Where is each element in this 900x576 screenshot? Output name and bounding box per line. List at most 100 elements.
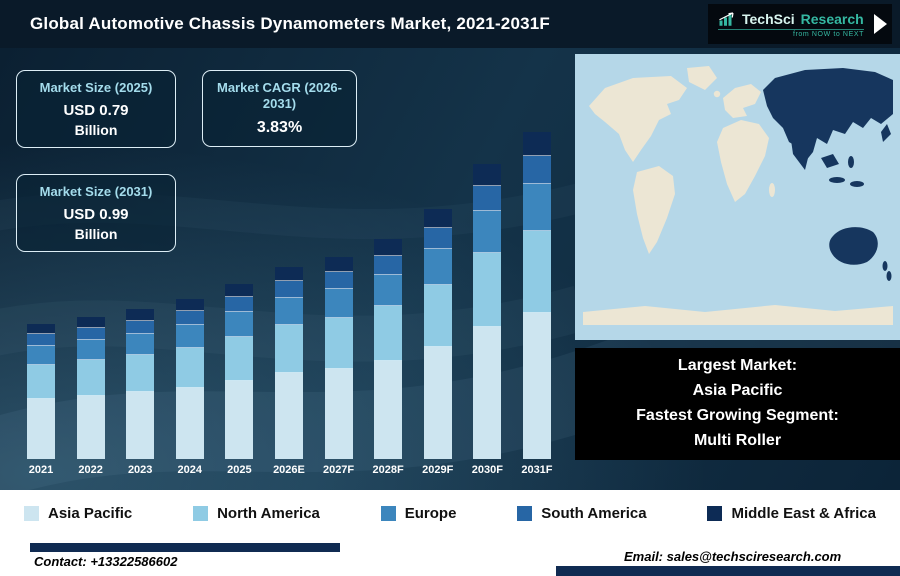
bar-segment-south-america — [76, 328, 105, 340]
bar-stack-2031f — [522, 132, 551, 459]
legend-item-south-america: South America — [517, 505, 647, 522]
legend-item-europe: Europe — [380, 504, 457, 522]
bar-column-2025: 2025 — [220, 284, 258, 476]
x-axis-label-2023: 2023 — [127, 464, 153, 476]
map-north-america — [589, 76, 687, 162]
bar-segment-europe — [274, 298, 303, 325]
x-axis-label-2028f: 2028F — [372, 464, 404, 476]
bar-segment-europe — [175, 325, 204, 348]
bar-column-2024: 2024 — [171, 299, 209, 476]
bar-segment-asia-pacific — [274, 373, 303, 459]
techsci-logo: TechSci Research from NOW to NEXT — [708, 4, 892, 44]
x-axis-label-2031f: 2031F — [521, 464, 553, 476]
bar-stack-2027f — [324, 257, 353, 459]
bar-column-2030f: 2030F — [468, 164, 506, 476]
map-asia-highlight — [763, 68, 893, 162]
map-africa — [717, 120, 769, 202]
x-axis-label-2021: 2021 — [28, 464, 54, 476]
bar-segment-europe — [522, 184, 551, 231]
bar-column-2021: 2021 — [22, 324, 60, 476]
bar-segment-middle-east-africa — [522, 132, 551, 156]
largest-market-callout: Largest Market: Asia Pacific Fastest Gro… — [575, 348, 900, 460]
world-map — [575, 54, 900, 340]
footer-contact: Contact: +13322586602 — [34, 554, 178, 569]
bar-segment-europe — [27, 346, 55, 365]
bar-column-2026e: 2026E — [270, 267, 308, 476]
legend-swatch-asia-pacific — [24, 505, 39, 521]
legend-label-middle-east-africa: Middle East & Africa — [731, 504, 876, 522]
bar-segment-asia-pacific — [473, 327, 502, 459]
market-size-2031-unit: Billion — [74, 226, 118, 243]
bar-segment-north-america — [473, 253, 502, 327]
map-greenland — [687, 66, 717, 90]
map-australia — [829, 227, 878, 265]
map-india-highlight — [791, 140, 811, 170]
map-philippines — [848, 156, 854, 168]
header: Global Automotive Chassis Dynamometers M… — [0, 0, 900, 48]
bar-stack-2022 — [76, 317, 105, 459]
bar-segment-south-america — [423, 228, 452, 249]
logo-brand-secondary: Research — [800, 10, 864, 27]
chart-canvas: Market Size (2025) USD 0.79 Billion Mark… — [0, 48, 900, 490]
x-axis-label-2022: 2022 — [78, 464, 103, 476]
bar-segment-middle-east-africa — [27, 324, 55, 334]
bar-segment-north-america — [374, 306, 403, 361]
bar-segment-asia-pacific — [175, 388, 204, 459]
market-size-2025-unit: Billion — [74, 122, 118, 139]
bar-segment-middle-east-africa — [126, 309, 155, 321]
bar-segment-middle-east-africa — [175, 299, 204, 311]
bar-segment-south-america — [175, 311, 204, 325]
x-axis-label-2029f: 2029F — [422, 464, 454, 476]
bar-segment-south-america — [225, 297, 254, 312]
legend-swatch-europe — [380, 505, 396, 521]
callout-line-1: Largest Market: — [677, 357, 798, 375]
bar-column-2028f: 2028F — [369, 239, 407, 476]
legend-swatch-middle-east-africa — [707, 505, 723, 521]
legend-label-europe: Europe — [404, 504, 457, 522]
market-size-2025-title: Market Size (2025) — [39, 80, 153, 95]
bar-segment-asia-pacific — [522, 313, 551, 459]
x-axis-label-2024: 2024 — [177, 464, 203, 476]
x-axis-label-2027f: 2027F — [322, 464, 355, 476]
bar-segment-south-america — [126, 321, 155, 334]
bar-segment-asia-pacific — [27, 399, 55, 459]
footer-right-bar — [556, 566, 900, 576]
logo-chart-icon — [719, 11, 734, 26]
bar-segment-asia-pacific — [76, 396, 105, 459]
x-axis-label-2030f: 2030F — [471, 464, 503, 476]
bar-segment-europe — [126, 334, 155, 355]
map-se-asia-highlight — [821, 154, 839, 168]
map-uk — [713, 90, 721, 98]
bar-segment-north-america — [423, 285, 452, 347]
legend-item-asia-pacific: Asia Pacific — [24, 505, 132, 522]
callout-line-3: Fastest Growing Segment: — [636, 407, 839, 424]
bar-column-2027f: 2027F — [320, 257, 358, 476]
logo-tagline: from NOW to NEXT — [718, 28, 864, 38]
bar-stack-2024 — [175, 299, 204, 459]
bar-segment-europe — [76, 340, 105, 360]
bar-segment-south-america — [274, 281, 303, 298]
chart-legend: Asia Pacific North America Europe South Ame… — [0, 490, 900, 536]
market-size-2025-value: USD 0.79 — [63, 102, 129, 120]
bar-segment-asia-pacific — [126, 392, 155, 459]
bar-segment-europe — [324, 289, 353, 318]
map-europe — [723, 84, 761, 118]
market-cagr-value: 3.83% — [256, 118, 303, 136]
bar-column-2031f: 2031F — [518, 132, 556, 476]
market-size-2031-value: USD 0.99 — [63, 206, 129, 224]
bar-segment-asia-pacific — [423, 347, 452, 459]
bar-segment-south-america — [27, 334, 55, 346]
x-axis-label-2026e: 2026E — [273, 464, 305, 476]
bar-column-2023: 2023 — [121, 309, 159, 476]
legend-item-middle-east-africa: Middle East & Africa — [707, 504, 876, 522]
bar-segment-middle-east-africa — [274, 267, 303, 281]
map-new-zealand-1 — [882, 261, 888, 271]
bar-segment-south-america — [374, 256, 403, 275]
legend-swatch-south-america — [517, 505, 533, 521]
bar-stack-2028f — [374, 239, 403, 459]
logo-arrow-icon — [874, 14, 887, 34]
bar-segment-asia-pacific — [324, 369, 353, 459]
x-axis-label-2025: 2025 — [227, 464, 252, 476]
page-title: Global Automotive Chassis Dynamometers M… — [30, 14, 551, 33]
bar-segment-north-america — [175, 348, 204, 388]
